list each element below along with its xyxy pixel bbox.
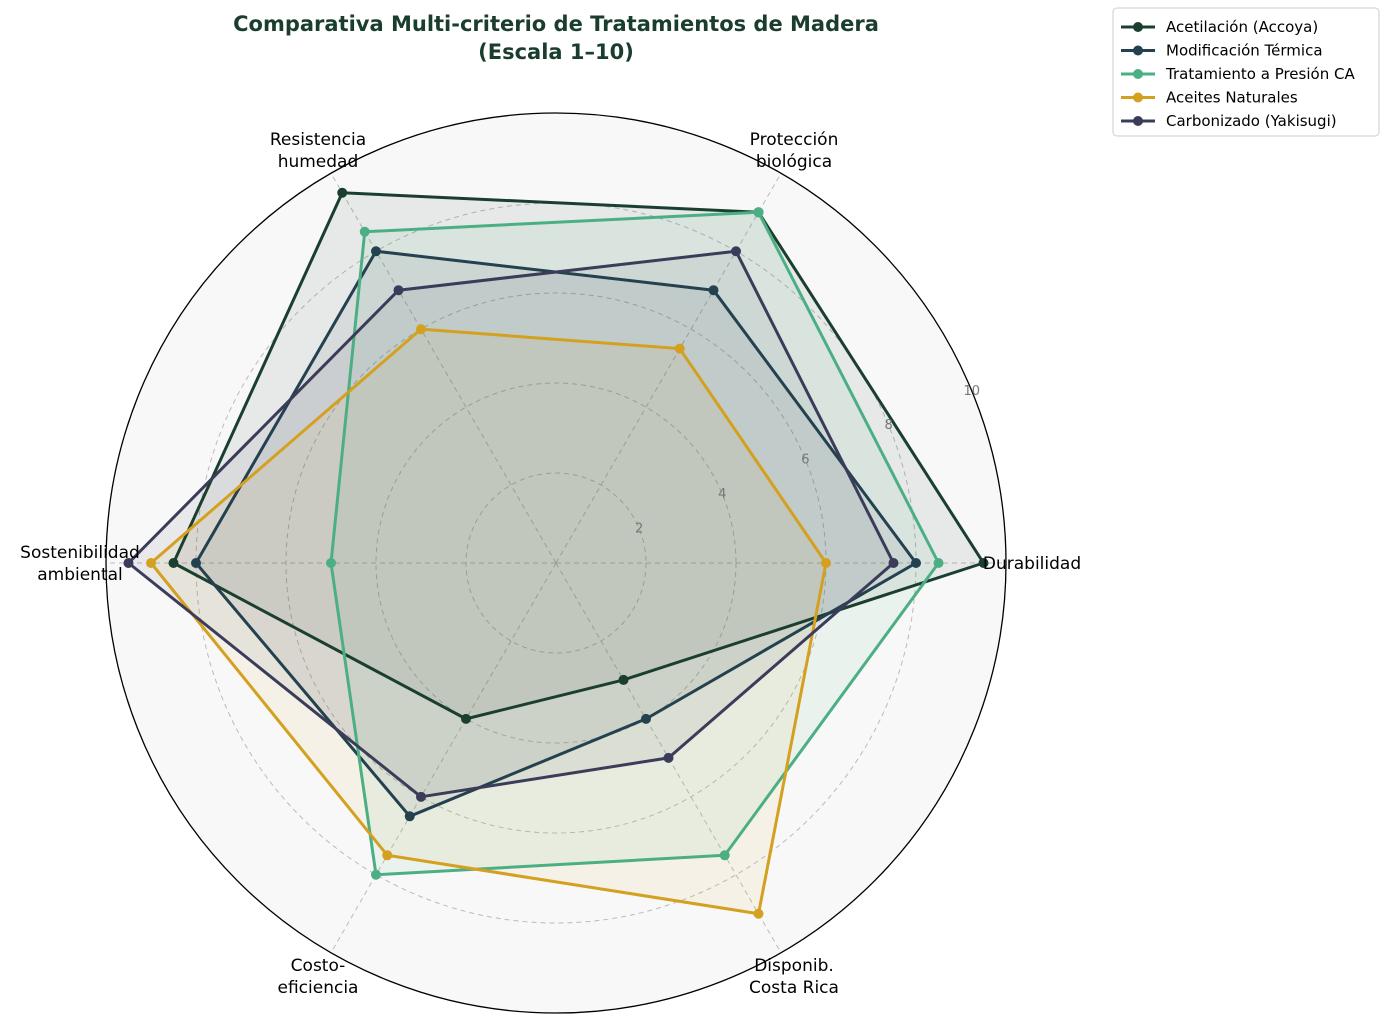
grid-spoke	[330, 562, 557, 953]
grid-spoke	[555, 173, 782, 564]
data-point	[461, 713, 471, 724]
outer-frame	[105, 112, 1007, 1014]
legend-label: Modificación Térmica	[1166, 42, 1323, 60]
tick-label: 8	[884, 418, 892, 433]
legend-frame	[1112, 7, 1380, 137]
chart-subtitle: (Escala 1–10)	[478, 40, 634, 64]
data-point	[663, 752, 674, 763]
axis-label: Disponib.	[754, 956, 834, 976]
data-point	[978, 558, 989, 568]
data-point	[168, 558, 179, 568]
axis-label: Durabilidad	[983, 554, 1081, 574]
legend-swatch-marker	[1133, 92, 1143, 103]
axis-label: biológica	[756, 152, 832, 172]
legend-swatch-marker	[1133, 45, 1143, 56]
legend-swatch-marker	[1133, 22, 1143, 32]
data-point	[416, 791, 426, 802]
data-point	[618, 674, 629, 685]
data-point	[371, 869, 381, 880]
data-point	[146, 558, 156, 568]
data-point	[359, 226, 370, 237]
legend-swatch-marker	[1133, 69, 1143, 79]
tick-label: 10	[963, 384, 980, 399]
axis-label: Protección	[750, 130, 839, 150]
axis-label: ambiental	[37, 565, 123, 585]
axis-label: Sostenibilidad	[20, 543, 140, 563]
data-point	[821, 558, 831, 568]
axis-label: Costo-	[291, 956, 346, 976]
series-fill	[173, 192, 984, 719]
series-fill	[331, 212, 939, 875]
data-point	[371, 246, 381, 257]
series-fill	[196, 251, 916, 817]
axis-label: humedad	[278, 152, 359, 172]
data-point	[404, 811, 415, 822]
data-point	[326, 558, 336, 568]
chart-title: Comparativa Multi-criterio de Tratamient…	[233, 12, 879, 36]
data-point	[731, 246, 741, 257]
data-point	[191, 558, 201, 568]
grid-spoke	[330, 173, 557, 564]
data-point	[753, 908, 764, 919]
tick-label: 6	[801, 453, 809, 468]
axis-label: eficiencia	[278, 978, 359, 998]
data-point	[708, 285, 719, 296]
data-point	[719, 850, 730, 861]
legend-label: Acetilación (Accoya)	[1166, 18, 1318, 36]
axis-label: Resistencia	[270, 130, 366, 150]
series-fill	[151, 329, 826, 914]
axis-label: Costa Rica	[749, 978, 839, 998]
legend-label: Aceites Naturales	[1166, 89, 1298, 107]
legend: Acetilación (Accoya) Modificación Térmica…	[1112, 7, 1380, 137]
data-point	[753, 207, 764, 218]
series-fill	[128, 251, 894, 797]
data-point	[123, 558, 134, 568]
legend-swatch-marker	[1133, 116, 1143, 126]
legend-label: Carbonizado (Yakisugi)	[1166, 112, 1337, 130]
data-point	[641, 713, 651, 724]
tick-label: 4	[718, 487, 726, 502]
data-point	[911, 558, 921, 568]
data-point	[933, 558, 944, 568]
data-point	[674, 343, 685, 354]
data-point	[337, 187, 348, 198]
data-point	[888, 558, 899, 568]
data-point	[382, 850, 393, 861]
tick-label: 2	[635, 522, 643, 537]
legend-label: Tratamiento a Presión CA	[1165, 65, 1355, 83]
data-point	[393, 285, 404, 296]
data-point	[416, 324, 426, 335]
